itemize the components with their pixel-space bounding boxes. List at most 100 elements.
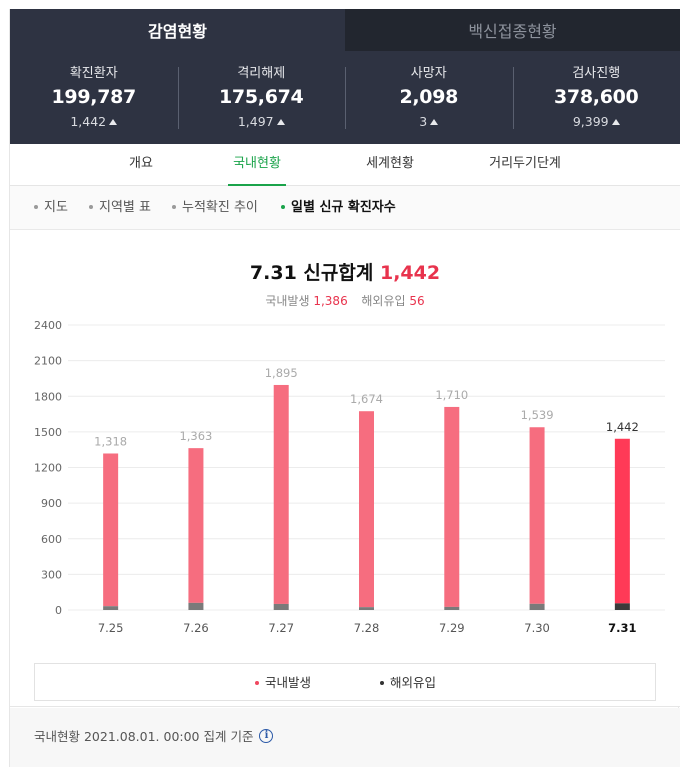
aggregation-timestamp: 국내현황 2021.08.01. 00:00 집계 기준 [34,729,254,744]
filter-map[interactable]: 지도 [34,186,68,230]
stat-delta: 9,399 [573,113,620,131]
stat-label: 확진환자 [69,66,118,81]
stat-value: 2,098 [399,86,459,108]
domestic-value: 1,386 [313,294,348,308]
filter-label: 일별 신규 확진자수 [291,200,396,215]
x-tick-label: 7.26 [183,621,209,635]
summary-panel: 감염현황 백신접종현황 확진환자 199,787 1,442 격리해제 175,… [10,9,680,144]
chart-legend: 국내발생 해외유입 [34,663,656,701]
x-tick-label: 7.31 [608,621,636,635]
footer-note: 국내현황 2021.08.01. 00:00 집계 기준 i [34,726,274,745]
stat-value: 378,600 [554,86,639,108]
filter-cumulative-trend[interactable]: 누적확진 추이 [172,186,258,230]
x-tick-label: 7.25 [98,621,124,635]
y-tick-label: 600 [41,533,62,546]
legend-label: 해외유입 [390,675,437,690]
stat-delta: 1,442 [70,113,118,131]
bar-total-label: 1,318 [94,434,127,448]
headline-date: 7.31 [249,262,297,284]
bar-domestic [359,411,374,608]
tab-distancing-level[interactable]: 거리두기단계 [489,156,561,171]
tab-domestic[interactable]: 국내현황 [228,144,286,186]
stat-testing: 검사진행 378,600 9,399 [512,65,681,131]
x-tick-label: 7.29 [439,621,465,635]
legend-label: 국내발생 [265,675,312,690]
x-tick-label: 7.30 [524,621,550,635]
info-icon[interactable]: i [259,728,274,743]
bar-domestic [614,438,630,604]
legend-overseas[interactable]: 해외유입 [380,664,436,702]
bar-total-label: 1,442 [606,420,639,434]
stat-delta-value: 3 [419,114,428,129]
domestic-label: 국내발생 [265,294,310,308]
bar-total-label: 1,674 [350,392,383,406]
bar-overseas [614,603,630,610]
bar-total-label: 1,895 [265,366,298,380]
filter-label: 지도 [44,200,68,215]
headline-label: 신규합계 [303,262,374,284]
bar-domestic [273,384,289,604]
x-tick-label: 7.28 [354,621,380,635]
stat-value: 199,787 [51,86,137,108]
headline-total: 1,442 [379,262,441,284]
tab-overview[interactable]: 개요 [129,156,153,171]
bullet-icon [89,204,93,209]
arrow-up-icon [109,119,118,125]
stat-delta: 3 [419,113,439,131]
arrow-up-icon [430,119,439,125]
bullet-icon [34,204,38,209]
bar-total-label: 1,539 [521,408,554,422]
overseas-value: 56 [409,294,425,308]
bar-overseas [103,606,119,610]
stat-deaths: 사망자 2,098 3 [345,65,513,129]
y-tick-label: 2100 [34,355,62,368]
sub-tabs: 개요 국내현황 세계현황 거리두기단계 [10,144,680,186]
filter-label: 지역별 표 [99,200,151,215]
stat-label: 사망자 [410,66,447,81]
legend-dot-icon [380,680,384,685]
covid-status-widget: 감염현황 백신접종현황 확진환자 199,787 1,442 격리해제 175,… [9,9,680,767]
y-tick-label: 1500 [34,426,62,439]
chart-breakdown: 국내발생 1,386 해외유입 56 [10,292,680,309]
filter-region-table[interactable]: 지역별 표 [89,186,151,230]
legend-domestic[interactable]: 국내발생 [255,664,311,702]
data-footer: 국내현황 2021.08.01. 00:00 집계 기준 i [10,708,680,767]
overseas-label: 해외유입 [361,294,406,308]
bar-overseas [359,607,374,610]
stat-label: 격리해제 [237,66,286,81]
daily-cases-chart: 0 300 600 900 1200 1500 1800 2100 2400 1,318 7.25 1… [34,320,665,635]
stat-confirmed: 확진환자 199,787 1,442 [10,65,178,129]
y-tick-label: 900 [41,497,62,510]
y-tick-label: 1800 [34,390,62,403]
bar-overseas [273,603,289,610]
bar-overseas [188,602,204,610]
filter-daily-new[interactable]: 일별 신규 확진자수 [281,186,396,230]
stat-delta: 1,497 [238,113,285,131]
bar-domestic [103,453,119,607]
bar-total-label: 1,363 [179,429,212,443]
chart-headline: 7.31 신규합계 1,442 [10,258,680,285]
y-tick-label: 2400 [34,320,62,332]
y-tick-label: 0 [55,604,62,617]
tab-infection-status[interactable]: 감염현황 [10,9,345,51]
daily-chart-card: 7.31 신규합계 1,442 국내발생 1,386 해외유입 56 0 300 6… [10,230,680,707]
bar-overseas [444,606,460,610]
stat-delta-value: 1,497 [237,114,274,129]
bar-domestic [529,427,545,604]
x-tick-label: 7.27 [268,621,294,635]
stat-delta-value: 1,442 [70,114,107,129]
arrow-up-icon [276,119,285,125]
y-tick-label: 1200 [34,462,62,475]
bullet-icon [281,204,285,209]
stat-released: 격리해제 175,674 1,497 [177,65,346,131]
tab-world[interactable]: 세계현황 [366,156,414,171]
stat-value: 175,674 [219,86,304,108]
bar-domestic [444,406,460,607]
bar-total-label: 1,710 [435,388,468,402]
bar-domestic [188,448,204,603]
stats-row: 확진환자 199,787 1,442 격리해제 175,674 1,497 사망… [10,65,680,129]
filter-label: 누적확진 추이 [182,200,258,215]
tab-vaccination-status[interactable]: 백신접종현황 [345,9,680,51]
stat-label: 검사진행 [572,66,621,81]
view-filters: 지도 지역별 표 누적확진 추이 일별 신규 확진자수 [10,186,680,230]
